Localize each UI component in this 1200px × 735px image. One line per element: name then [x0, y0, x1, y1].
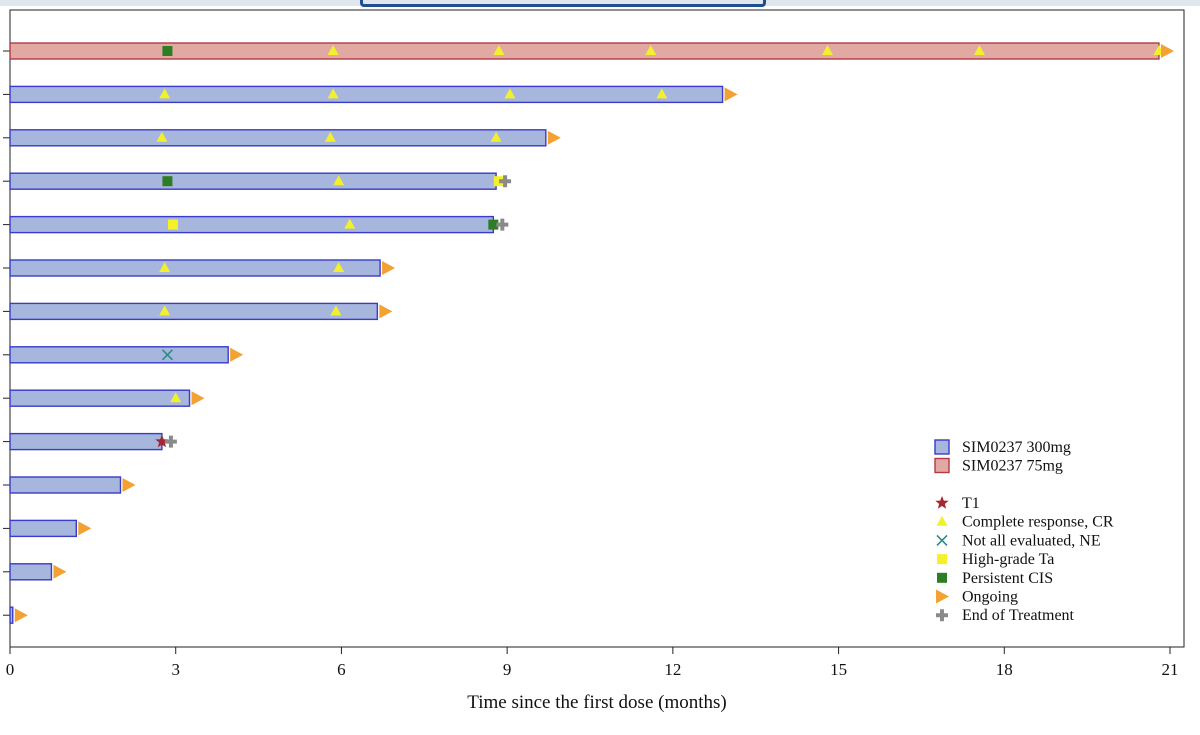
marker-eot — [499, 175, 512, 188]
patient-bar — [9, 432, 163, 451]
patient-bar — [9, 389, 191, 407]
patient-bar — [9, 85, 724, 104]
marker-cr — [159, 88, 171, 99]
legend-label-ta: High-grade Ta — [962, 551, 1054, 568]
marker-ongoing — [230, 347, 244, 362]
x-tick-label: 18 — [996, 660, 1013, 679]
marker-eot — [496, 218, 509, 231]
marker-ongoing — [1160, 44, 1174, 58]
patient-bar — [9, 563, 53, 581]
marker-cr — [656, 88, 668, 99]
patient-bar — [9, 519, 77, 538]
legend-label-ne: Not all evaluated, NE — [962, 532, 1101, 549]
legend-marker-ta — [937, 554, 947, 565]
patient-bar — [9, 606, 14, 624]
legend-label-300: SIM0237 300mg — [962, 439, 1071, 456]
marker-cr — [324, 131, 336, 142]
marker-cr — [170, 392, 182, 403]
marker-cr — [327, 45, 339, 55]
marker-cr — [156, 131, 168, 142]
legend-marker-t1 — [935, 496, 949, 509]
plot-frame — [9, 9, 1185, 648]
legend-swatch-300 — [934, 439, 950, 455]
marker-ongoing — [53, 564, 67, 579]
patient-bar — [9, 215, 495, 234]
patient-bar — [9, 42, 1160, 60]
marker-cis — [162, 46, 173, 56]
marker-t1 — [155, 434, 169, 448]
marker-cr — [645, 45, 657, 55]
x-tick-label: 21 — [1162, 660, 1179, 679]
marker-cr — [330, 305, 342, 316]
x-tick-label: 3 — [171, 660, 180, 679]
patient-bar — [9, 172, 497, 190]
event-markers — [14, 44, 1174, 623]
marker-ongoing — [382, 261, 396, 275]
marker-cr — [327, 88, 339, 99]
marker-ongoing — [724, 87, 738, 102]
legend-marker-eot — [936, 609, 948, 622]
marker-cis — [488, 219, 499, 230]
patient-bar — [9, 476, 122, 494]
marker-ongoing — [14, 608, 28, 623]
legend-marker-ne — [936, 534, 948, 546]
legend-label-t1: T1 — [962, 495, 980, 512]
marker-cis — [162, 176, 173, 187]
marker-cr — [159, 262, 171, 272]
x-tick-label: 15 — [830, 660, 847, 679]
marker-ongoing — [547, 130, 561, 145]
legend: SIM0237 300mg SIM0237 75mg T1 Complete resp… — [934, 439, 1114, 624]
legend-swatch-75 — [934, 457, 950, 474]
marker-ta — [493, 176, 504, 187]
marker-ongoing — [78, 521, 92, 536]
x-tick-label: 9 — [503, 660, 512, 679]
patient-bar — [9, 346, 229, 364]
marker-cr — [333, 175, 345, 186]
x-tick-label: 0 — [6, 660, 15, 679]
title-box-fragment — [360, 0, 766, 7]
legend-label-75: SIM0237 75mg — [962, 458, 1063, 475]
marker-ne — [161, 349, 173, 361]
marker-cr — [490, 131, 502, 142]
plot-border — [9, 9, 1185, 648]
marker-cr — [493, 45, 505, 55]
marker-ongoing — [191, 391, 205, 406]
marker-cr — [504, 88, 516, 99]
marker-eot — [164, 435, 177, 448]
x-tick-label: 12 — [664, 660, 681, 679]
x-tick-label: 6 — [337, 660, 346, 679]
legend-label-eot: End of Treatment — [962, 607, 1075, 624]
patient-bar — [9, 302, 379, 321]
marker-cr — [822, 45, 834, 55]
x-axis: 0 3 6 9 12 15 18 21 — [6, 647, 1179, 679]
legend-marker-cr — [936, 515, 948, 526]
marker-ta — [167, 219, 178, 230]
marker-cr — [344, 218, 356, 229]
marker-cr — [333, 262, 345, 272]
patient-bars — [3, 42, 1160, 624]
patient-bar — [9, 259, 381, 277]
legend-label-cis: Persistent CIS — [962, 570, 1053, 587]
legend-label-cr: Complete response, CR — [962, 514, 1114, 531]
marker-cr — [973, 45, 985, 55]
x-axis-label: Time since the first dose (months) — [467, 692, 726, 713]
patient-bar — [9, 129, 547, 147]
marker-ongoing — [379, 304, 393, 319]
marker-cr — [159, 305, 171, 316]
legend-marker-cis — [937, 572, 947, 583]
marker-ongoing — [122, 478, 136, 492]
legend-marker-ongoing — [936, 589, 949, 604]
top-band — [0, 0, 1200, 6]
legend-label-ongoing: Ongoing — [962, 589, 1018, 606]
